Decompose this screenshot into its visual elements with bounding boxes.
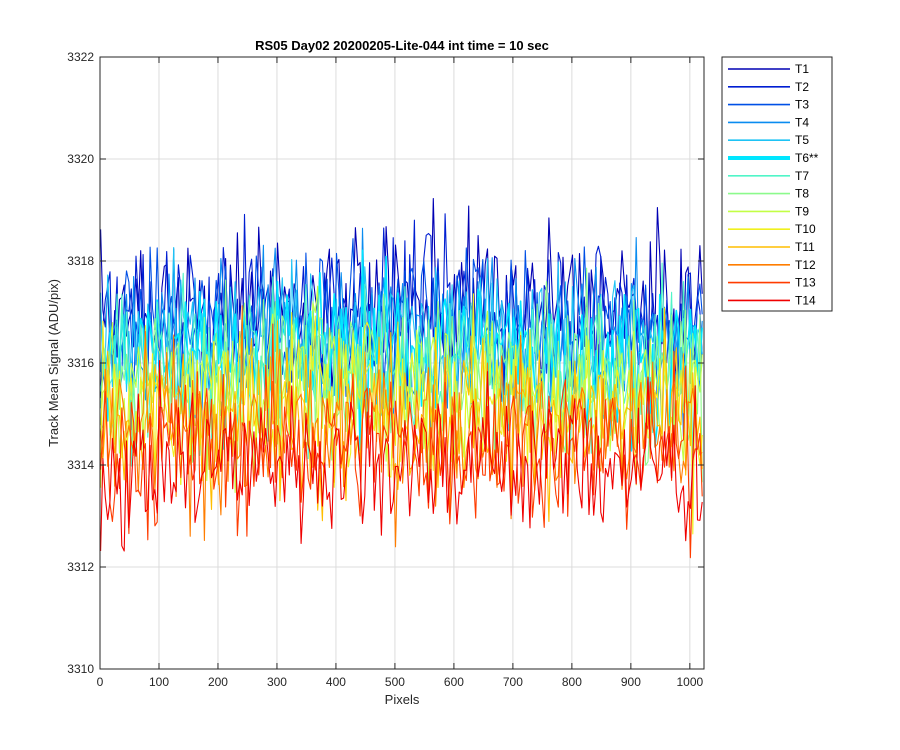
- legend-box: [721, 56, 833, 312]
- legend-label: T1: [795, 62, 809, 76]
- legend-label: T9: [795, 204, 809, 218]
- series-lines: [99, 197, 703, 559]
- x-tick-label: 800: [562, 675, 582, 689]
- x-tick-label: 900: [621, 675, 641, 689]
- x-tick-label: 100: [149, 675, 169, 689]
- x-tick-label: 500: [385, 675, 405, 689]
- x-tick-label: 400: [326, 675, 346, 689]
- y-tick-label: 3314: [67, 458, 94, 472]
- legend-label: T11: [795, 240, 815, 254]
- y-tick-label: 3322: [67, 50, 94, 64]
- legend-label: T6**: [795, 151, 819, 165]
- legend-label: T14: [795, 293, 816, 307]
- legend-label: T12: [795, 258, 816, 272]
- x-axis-label: Pixels: [385, 692, 420, 707]
- x-tick-label: 200: [208, 675, 228, 689]
- legend-label: T7: [795, 169, 809, 183]
- series-line-t14: [100, 359, 703, 552]
- y-axis-label: Track Mean Signal (ADU/pix): [46, 279, 61, 447]
- y-tick-label: 3310: [67, 662, 94, 676]
- axis-ticks: 0 100 200 300 400 500 600 700 800 900 1000 3310 3312…: [67, 50, 704, 689]
- legend: T1 T2 T3 T4 T5 T6** T7 T8 T9 T10 T11 T12 T13 T14: [721, 56, 833, 312]
- legend-label: T8: [795, 187, 809, 201]
- legend-label: T4: [795, 115, 809, 129]
- x-tick-label: 0: [97, 675, 104, 689]
- x-tick-label: 1000: [676, 675, 703, 689]
- legend-label: T5: [795, 133, 809, 147]
- series-line-t13: [100, 323, 703, 559]
- y-tick-label: 3312: [67, 560, 94, 574]
- x-tick-label: 600: [444, 675, 464, 689]
- legend-label: T10: [795, 222, 816, 236]
- y-tick-label: 3316: [67, 356, 94, 370]
- legend-label: T13: [795, 276, 816, 290]
- legend-label: T3: [795, 98, 809, 112]
- chart-title: RS05 Day02 20200205-Lite-044 int time = …: [255, 38, 549, 53]
- x-tick-label: 300: [267, 675, 287, 689]
- legend-label: T2: [795, 80, 809, 94]
- y-tick-label: 3320: [67, 152, 94, 166]
- x-tick-label: 700: [503, 675, 523, 689]
- y-tick-label: 3318: [67, 254, 94, 268]
